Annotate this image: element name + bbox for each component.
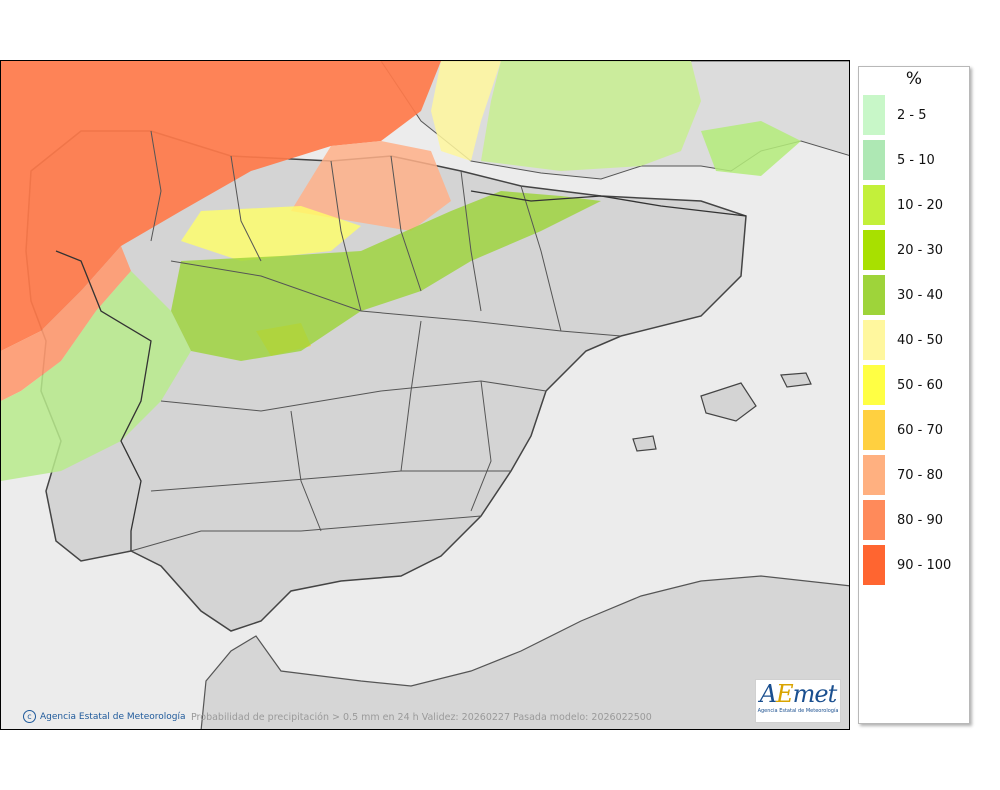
field-80-90 [1, 246, 131, 401]
legend-item: 90 - 100 [863, 544, 951, 586]
legend-label: 50 - 60 [897, 377, 944, 393]
legend-label: 60 - 70 [897, 422, 944, 438]
legend-item: 2 - 5 [863, 94, 927, 136]
agency-credit-text: Agencia Estatal de Meteorología [40, 711, 186, 722]
legend-label: 70 - 80 [897, 467, 944, 483]
legend-label: 10 - 20 [897, 197, 944, 213]
legend-item: 20 - 30 [863, 229, 943, 271]
legend-item: 60 - 70 [863, 409, 943, 451]
legend-label: 30 - 40 [897, 287, 944, 303]
field-north-green [171, 191, 601, 361]
ibiza [632, 435, 657, 452]
mallorca [700, 382, 757, 422]
logo-letter-a: A [759, 680, 777, 708]
legend-label: 2 - 5 [897, 107, 927, 123]
field-50-60 [181, 206, 361, 261]
legend-item: 80 - 90 [863, 499, 943, 541]
map-caption: Probabilidad de precipitación > 0.5 mm e… [191, 712, 652, 723]
legend-swatch [863, 320, 885, 360]
legend-label: 80 - 90 [897, 512, 944, 528]
legend-swatch [863, 410, 885, 450]
logo-subtitle: Agencia Estatal de Meteorología [757, 708, 839, 714]
north-africa [200, 575, 849, 729]
legend-swatch [863, 185, 885, 225]
legend-swatch [863, 365, 885, 405]
aemet-wordmark: AEmet [756, 680, 840, 708]
logo-letter-e: E [776, 680, 794, 708]
legend-item: 50 - 60 [863, 364, 943, 406]
legend-swatch [863, 275, 885, 315]
copyright-icon: c [23, 710, 36, 723]
legend-swatch [863, 230, 885, 270]
legend-item: 5 - 10 [863, 139, 935, 181]
field-france-yellow [431, 61, 501, 161]
pyrenees-border [470, 190, 747, 217]
legend-label: 20 - 30 [897, 242, 944, 258]
menorca [780, 372, 812, 388]
legend-swatch [863, 500, 885, 540]
legend-swatch [863, 140, 885, 180]
legend-swatch [863, 95, 885, 135]
legend-item: 40 - 50 [863, 319, 943, 361]
field-atlantic-90-100 [1, 61, 441, 351]
legend-label: 5 - 10 [897, 152, 935, 168]
aemet-logo: AEmet Agencia Estatal de Meteorología [755, 679, 841, 723]
legend-panel: % 2 - 5 5 - 10 10 - 20 20 - 30 30 - 40 4… [858, 66, 970, 724]
legend-swatch [863, 455, 885, 495]
legend-item: 10 - 20 [863, 184, 943, 226]
logo-letters-met: met [792, 680, 838, 708]
legend-swatch [863, 545, 885, 585]
legend-unit: % [905, 69, 923, 89]
precipitation-probability-map: c Agencia Estatal de Meteorología Probab… [0, 60, 850, 730]
portugal-border [55, 250, 152, 551]
legend-label: 90 - 100 [897, 557, 952, 573]
agency-credit: c Agencia Estatal de Meteorología [23, 710, 186, 723]
legend-item: 70 - 80 [863, 454, 943, 496]
field-catalan-green [701, 121, 801, 176]
field-france-green [481, 61, 701, 171]
legend-item: 30 - 40 [863, 274, 943, 316]
region-borders [130, 130, 622, 552]
field-light-green [1, 271, 191, 481]
map-canvas [1, 61, 849, 729]
legend-label: 40 - 50 [897, 332, 944, 348]
